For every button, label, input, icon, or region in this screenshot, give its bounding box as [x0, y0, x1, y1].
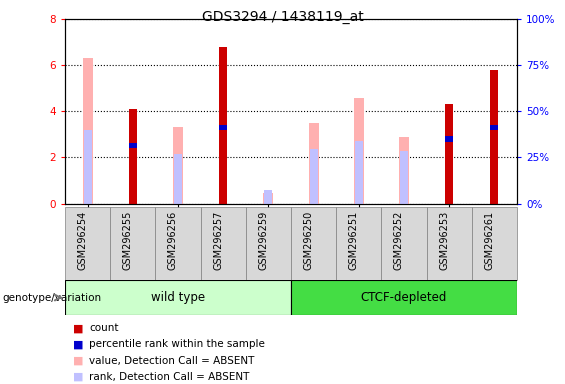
Text: rank, Detection Call = ABSENT: rank, Detection Call = ABSENT	[89, 372, 250, 382]
Text: ■: ■	[73, 339, 84, 349]
Bar	[264, 190, 272, 204]
Bar	[65, 280, 291, 315]
Bar	[490, 70, 498, 204]
Bar	[173, 127, 183, 204]
Bar	[219, 47, 227, 204]
Text: percentile rank within the sample: percentile rank within the sample	[89, 339, 265, 349]
Text: wild type: wild type	[151, 291, 205, 304]
Bar	[308, 123, 319, 204]
Bar	[399, 137, 409, 204]
Bar	[129, 143, 137, 149]
Text: GSM296257: GSM296257	[213, 211, 223, 270]
Bar	[381, 207, 427, 280]
Bar	[355, 141, 363, 204]
Bar	[110, 207, 155, 280]
Bar	[310, 149, 318, 204]
Bar	[84, 130, 92, 204]
Bar	[445, 104, 453, 204]
Bar	[246, 207, 291, 280]
Bar	[219, 125, 227, 130]
Text: value, Detection Call = ABSENT: value, Detection Call = ABSENT	[89, 356, 255, 366]
Bar	[201, 207, 246, 280]
Text: ■: ■	[73, 356, 84, 366]
Text: GSM296255: GSM296255	[123, 211, 133, 270]
Text: ■: ■	[73, 323, 84, 333]
Text: GSM296256: GSM296256	[168, 211, 178, 270]
Text: GSM296250: GSM296250	[303, 211, 314, 270]
Bar	[82, 58, 93, 204]
Bar	[291, 280, 517, 315]
Bar	[336, 207, 381, 280]
Bar	[445, 136, 453, 142]
Text: count: count	[89, 323, 119, 333]
Text: GDS3294 / 1438119_at: GDS3294 / 1438119_at	[202, 10, 363, 23]
Text: GSM296261: GSM296261	[484, 211, 494, 270]
Bar	[472, 207, 517, 280]
Text: genotype/variation: genotype/variation	[3, 293, 102, 303]
Bar	[263, 193, 273, 204]
Text: GSM296259: GSM296259	[258, 211, 268, 270]
Bar	[174, 154, 182, 204]
Text: GSM296254: GSM296254	[77, 211, 88, 270]
Bar	[427, 207, 472, 280]
Bar	[490, 125, 498, 130]
Bar	[155, 207, 201, 280]
Bar	[354, 98, 364, 204]
Text: GSM296252: GSM296252	[394, 211, 404, 270]
Text: GSM296251: GSM296251	[349, 211, 359, 270]
Bar	[291, 207, 336, 280]
Text: GSM296253: GSM296253	[439, 211, 449, 270]
Bar	[65, 207, 110, 280]
Text: CTCF-depleted: CTCF-depleted	[361, 291, 447, 304]
Bar	[129, 109, 137, 204]
Bar	[400, 151, 408, 204]
Text: ■: ■	[73, 372, 84, 382]
